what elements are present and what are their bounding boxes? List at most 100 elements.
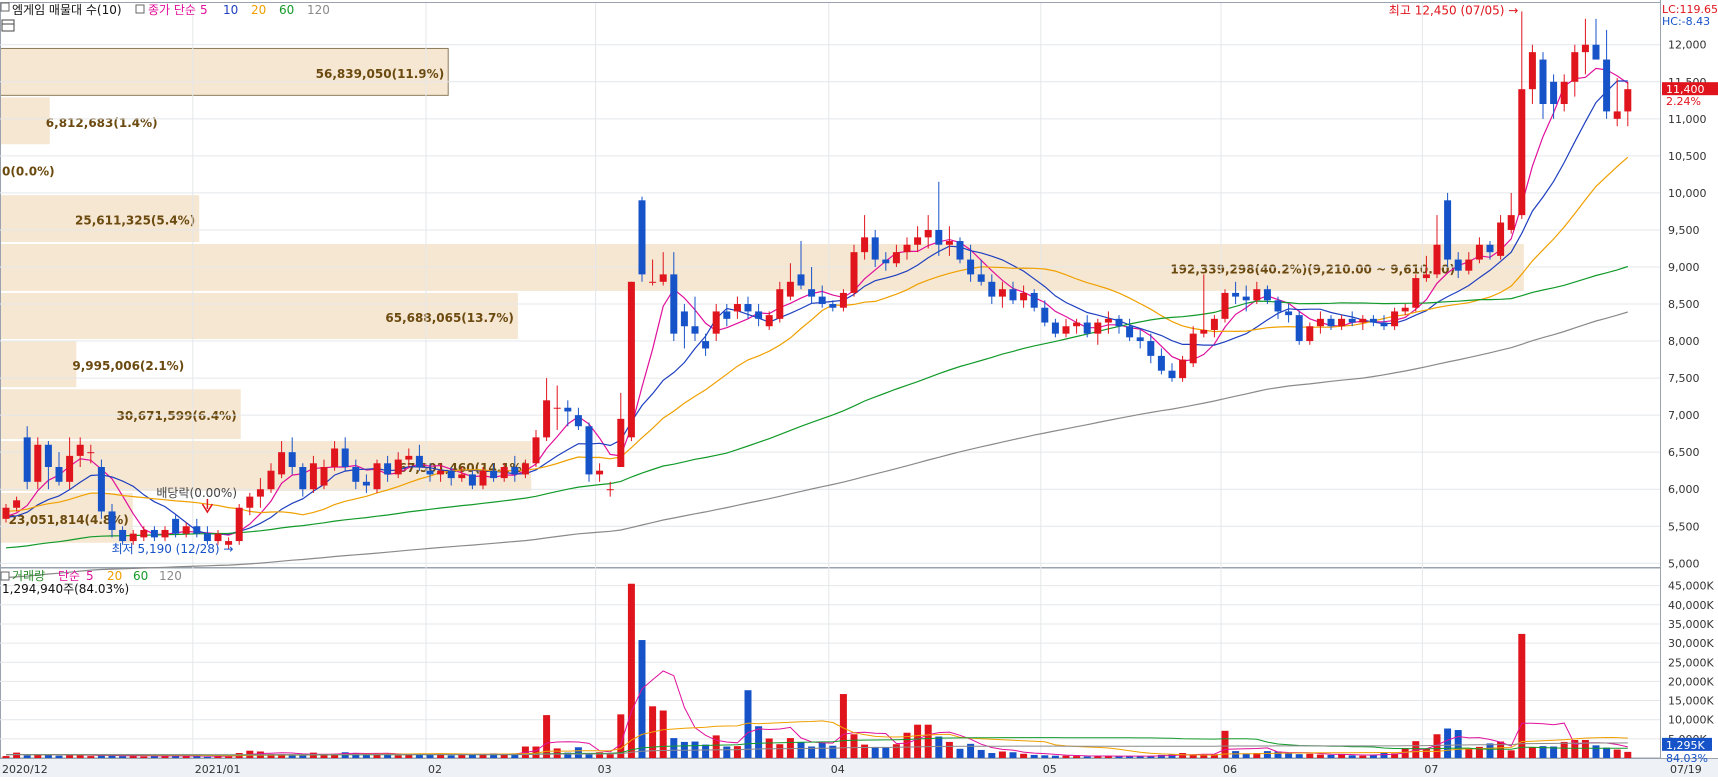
candle[interactable] [23,426,31,490]
candle[interactable] [415,444,423,471]
candle[interactable] [256,478,264,508]
candle[interactable] [596,463,604,482]
candle[interactable] [755,304,763,327]
volume-menu-icon[interactable] [0,571,10,581]
volume-bar[interactable] [1380,752,1388,758]
candle[interactable] [1539,52,1547,119]
candle[interactable] [988,274,996,305]
candle[interactable] [447,466,455,486]
volume-bar[interactable] [1560,741,1568,758]
candle[interactable] [553,385,561,430]
volume-bar[interactable] [511,753,519,758]
volume-bar[interactable] [1613,749,1621,758]
volume-bar[interactable] [1528,747,1536,758]
volume-bar[interactable] [670,738,678,758]
volume-bar[interactable] [1041,755,1049,758]
candle[interactable] [468,470,476,490]
volume-bar[interactable] [23,755,31,758]
volume-bar[interactable] [352,753,360,758]
volume-bar[interactable] [203,756,211,758]
volume-bar[interactable] [574,747,582,758]
volume-bar[interactable] [87,756,95,758]
candle[interactable] [585,422,593,482]
volume-bar[interactable] [108,755,116,758]
candle[interactable] [1571,44,1579,97]
candle[interactable] [882,252,890,271]
candle[interactable] [532,429,540,467]
candle[interactable] [808,266,816,305]
candle[interactable] [1083,315,1091,338]
candle[interactable] [172,515,180,538]
candle[interactable] [479,466,487,490]
volume-bar[interactable] [998,751,1006,758]
volume-bars[interactable] [2,583,1632,758]
volume-bar[interactable] [744,690,752,758]
volume-bar[interactable] [214,755,222,758]
candle[interactable] [1020,285,1028,308]
volume-bar[interactable] [1030,754,1038,758]
volume-bar[interactable] [161,755,169,758]
volume-bar[interactable] [1115,756,1123,758]
candle[interactable] [1168,363,1176,382]
candle[interactable] [861,215,869,260]
candle[interactable] [1338,315,1346,330]
volume-bar[interactable] [447,755,455,758]
volume-bar[interactable] [1539,746,1547,758]
volume-bar[interactable] [1338,754,1346,758]
volume-bar[interactable] [1603,747,1611,758]
candle[interactable] [1210,315,1218,338]
candle[interactable] [1433,215,1441,279]
candle[interactable] [1306,322,1314,345]
candle[interactable] [1369,315,1377,327]
candle[interactable] [278,441,286,479]
candle[interactable] [1041,300,1049,327]
candle[interactable] [511,455,519,482]
candle[interactable] [490,463,498,482]
candle[interactable] [458,466,466,482]
volume-bar[interactable] [882,747,890,758]
candle[interactable] [670,252,678,342]
panel-menu-icon[interactable] [0,2,10,12]
candle[interactable] [924,215,932,249]
volume-bar[interactable] [1475,746,1483,758]
candle[interactable] [1486,241,1494,260]
candle[interactable] [1327,315,1335,330]
candle[interactable] [659,252,667,286]
volume-bar[interactable] [1126,756,1134,758]
candle[interactable] [2,504,10,523]
candle[interactable] [1179,355,1187,382]
candle[interactable] [161,526,169,542]
candle[interactable] [1295,311,1303,345]
candle[interactable] [903,237,911,260]
candle[interactable] [892,244,900,267]
candle[interactable] [362,474,370,493]
volume-bar[interactable] [55,755,63,758]
candle[interactable] [691,296,699,342]
volume-bar[interactable] [1263,751,1271,758]
candle[interactable] [1136,329,1144,349]
volume-bar[interactable] [44,754,52,758]
candle[interactable] [998,281,1006,308]
candle[interactable] [87,444,95,464]
candle[interactable] [203,526,211,545]
candle[interactable] [935,181,943,256]
candle[interactable] [1454,252,1462,279]
volume-bar[interactable] [172,755,180,758]
volume-bar[interactable] [829,745,837,758]
candle[interactable] [129,529,137,545]
volume-bar[interactable] [394,755,402,758]
candle[interactable] [829,300,837,312]
volume-bar[interactable] [797,742,805,758]
volume-bar[interactable] [1200,754,1208,758]
indicator-menu-icon[interactable] [135,4,145,14]
volume-bar[interactable] [776,744,784,758]
volume-bar[interactable] [331,753,339,758]
volume-bar[interactable] [1285,753,1293,758]
volume-bar[interactable] [1051,755,1059,758]
volume-bar[interactable] [479,754,487,758]
volume-bar[interactable] [606,754,614,758]
volume-bar[interactable] [2,756,10,758]
volume-bar[interactable] [1465,748,1473,758]
volume-bar[interactable] [723,746,731,758]
volume-bar[interactable] [320,754,328,758]
